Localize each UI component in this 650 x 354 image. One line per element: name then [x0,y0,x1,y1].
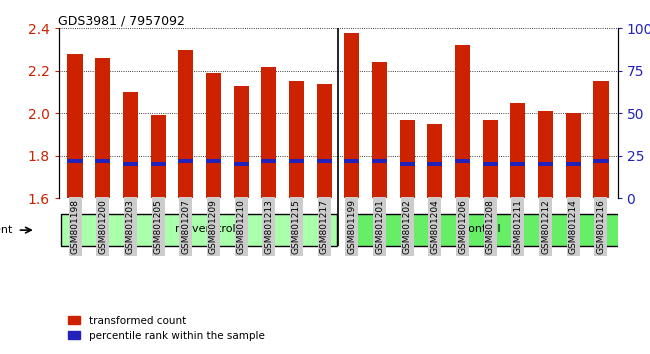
Text: GSM801212: GSM801212 [541,199,550,254]
Bar [206,159,221,163]
Bar [206,73,221,198]
Bar [427,162,443,166]
Bar [68,54,83,198]
Text: control: control [463,224,501,234]
Bar [178,159,194,163]
Bar [233,86,249,198]
Bar [510,162,525,166]
Bar [566,162,581,166]
Bar [538,162,553,166]
Bar [427,124,443,198]
Bar [344,33,359,198]
Legend: transformed count, percentile rank within the sample: transformed count, percentile rank withi… [64,312,268,345]
Bar [95,58,110,198]
Text: GSM801214: GSM801214 [569,199,578,254]
Bar [593,81,608,198]
Text: GSM801215: GSM801215 [292,199,301,254]
Text: GSM801207: GSM801207 [181,199,190,254]
Bar [68,159,83,163]
Bar [344,159,359,163]
Text: GSM801210: GSM801210 [237,199,246,254]
Text: resveratrol: resveratrol [175,224,235,234]
Bar [455,159,470,163]
Text: GDS3981 / 7957092: GDS3981 / 7957092 [58,14,185,27]
Text: GSM801199: GSM801199 [347,199,356,254]
Text: GSM801202: GSM801202 [403,199,411,254]
Bar [123,92,138,198]
Text: GSM801204: GSM801204 [430,199,439,254]
Bar [352,214,627,246]
Bar [455,45,470,198]
Bar [400,120,415,198]
Text: GSM801208: GSM801208 [486,199,495,254]
Text: GSM801203: GSM801203 [126,199,135,254]
Bar [151,115,166,198]
Text: GSM801200: GSM801200 [98,199,107,254]
Text: GSM801213: GSM801213 [265,199,273,254]
Bar [482,120,498,198]
Bar [566,113,581,198]
Bar [317,159,332,163]
Text: GSM801211: GSM801211 [514,199,523,254]
Bar [538,111,553,198]
Bar [233,162,249,166]
Bar [95,159,110,163]
Bar [61,214,337,246]
Bar [261,67,276,198]
Bar [372,62,387,198]
Bar [372,159,387,163]
Bar [151,162,166,166]
Bar [510,103,525,198]
Bar [317,84,332,198]
Bar [123,162,138,166]
Bar [289,81,304,198]
Bar [593,159,608,163]
Text: GSM801198: GSM801198 [71,199,79,254]
Text: GSM801209: GSM801209 [209,199,218,254]
Text: GSM801217: GSM801217 [320,199,329,254]
Text: agent: agent [0,225,13,235]
Text: GSM801205: GSM801205 [153,199,162,254]
Bar [482,162,498,166]
Bar [289,159,304,163]
Bar [178,50,194,198]
Text: GSM801206: GSM801206 [458,199,467,254]
Bar [261,159,276,163]
Text: GSM801201: GSM801201 [375,199,384,254]
Text: GSM801216: GSM801216 [597,199,605,254]
Bar [400,162,415,166]
